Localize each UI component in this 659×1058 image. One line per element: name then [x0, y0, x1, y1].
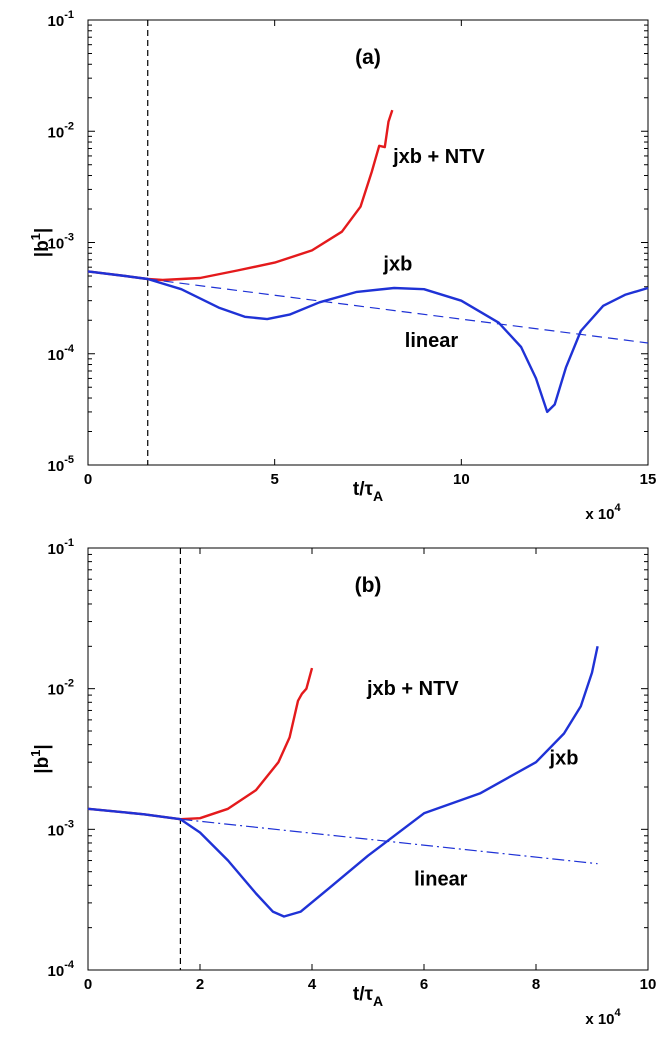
- x-tick-label: 4: [308, 976, 317, 993]
- series-jxb-ntv: [87, 667, 314, 821]
- x-tick-label: 8: [532, 976, 540, 993]
- panel-a: 0 5 10 15 10-5 10-4 10-3 10-2 10-1 jxb + NTV jxb li…: [28, 9, 656, 523]
- y-tick-label: 10-1: [48, 537, 74, 558]
- y-tick-label: 10-1: [48, 9, 74, 30]
- y-tick-label: 10-3: [48, 232, 74, 253]
- series-linear: [147, 278, 649, 344]
- x-tick-label: 0: [84, 976, 92, 993]
- y-tick-label: 10-2: [48, 678, 74, 699]
- x-axis-label: t/τA: [353, 984, 383, 1009]
- y-tick-label: 10-3: [48, 818, 74, 839]
- series-linear: [180, 818, 598, 865]
- series-jxb-ntv: [87, 109, 394, 282]
- x-tick-label: 10: [453, 471, 470, 488]
- x-tick-label: 2: [196, 976, 204, 993]
- y-axis-label: |b1|: [28, 744, 53, 773]
- x-tick-label: 5: [270, 471, 278, 488]
- panel-label: (b): [355, 574, 382, 597]
- y-tick-label: 10-4: [48, 343, 75, 364]
- series-jxb: [87, 270, 649, 414]
- annotation-label: linear: [405, 330, 459, 352]
- x-axis-label: t/τA: [353, 479, 383, 504]
- axes-box: [87, 547, 649, 971]
- annotation-label: jxb: [549, 747, 579, 769]
- y-tick-label: 10-5: [48, 454, 74, 475]
- annotation-label: jxb + NTV: [392, 146, 485, 168]
- x-axis-multiplier: x 104: [585, 502, 621, 523]
- annotation-label: jxb: [382, 254, 412, 276]
- y-tick-label: 10-4: [48, 959, 75, 980]
- y-tick-label: 10-2: [48, 120, 74, 141]
- annotation-label: linear: [414, 868, 468, 890]
- panel-label: (a): [355, 46, 381, 69]
- x-tick-label: 6: [420, 976, 428, 993]
- x-tick-label: 10: [640, 976, 657, 993]
- x-tick-label: 15: [640, 471, 657, 488]
- panel-b: 0 2 4 6 8 10 10-4 10-3 10-2 10-1 jxb + NTV jxb linea…: [28, 537, 656, 1028]
- axes-box: [87, 19, 649, 466]
- x-tick-label: 0: [84, 471, 92, 488]
- annotation-label: jxb + NTV: [366, 678, 459, 700]
- y-axis-label: |b1|: [28, 228, 53, 257]
- series-jxb: [87, 646, 599, 918]
- x-axis-multiplier: x 104: [585, 1007, 621, 1028]
